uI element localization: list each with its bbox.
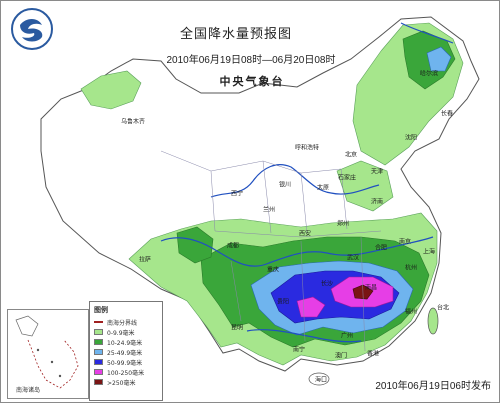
city-label: 成都 — [226, 242, 240, 250]
city-label: 呼和浩特 — [294, 144, 320, 152]
rain-zone-medium-southwest — [176, 226, 214, 264]
legend-swatch — [94, 339, 103, 345]
city-label: 银川 — [278, 181, 292, 189]
city-label: 南宁 — [292, 346, 306, 354]
city-label: 昆明 — [230, 324, 244, 332]
rain-zone-light-northwest — [80, 70, 142, 110]
city-label: 天津 — [370, 168, 384, 176]
city-label: 海口 — [314, 376, 328, 384]
city-label: 武汉 — [346, 254, 360, 262]
legend-row-boundary: 南海分界线 — [94, 317, 162, 327]
legend-row: 50-99.9毫米 — [94, 357, 162, 367]
inset-map — [15, 315, 79, 389]
map-legend: 图例 南海分界线 0-9.9毫米 10-24.9毫米 25-49.9毫米 50-… — [89, 301, 163, 401]
boundary-line-swatch — [94, 321, 103, 323]
city-label: 乌鲁木齐 — [120, 118, 146, 126]
map-title: 全国降水量预报图 — [179, 27, 292, 42]
city-label: 香港 — [366, 350, 380, 358]
city-label: 长春 — [440, 110, 454, 118]
city-label: 重庆 — [266, 266, 280, 274]
legend-label: 0-9.9毫米 — [107, 329, 135, 337]
legend-title: 图例 — [94, 306, 108, 314]
city-label: 郑州 — [336, 220, 350, 228]
river-pearl — [246, 329, 362, 343]
legend-label: 100-250毫米 — [107, 369, 145, 377]
city-label: 广州 — [340, 332, 354, 340]
city-label: 贵阳 — [276, 298, 290, 306]
legend-row: 25-49.9毫米 — [94, 347, 162, 357]
legend-row: 0-9.9毫米 — [94, 327, 162, 337]
city-label: 上海 — [422, 248, 436, 256]
city-label: 西安 — [298, 230, 312, 238]
river-yangtze — [160, 236, 434, 267]
city-label: 济南 — [370, 198, 384, 206]
issue-time: 2010年06月19日06时发布 — [375, 381, 491, 392]
legend-swatch — [94, 359, 103, 365]
legend-label: >250毫米 — [107, 379, 136, 387]
legend-swatch — [94, 329, 103, 335]
city-label: 西宁 — [230, 190, 244, 198]
agency-name: 中央气象台 — [219, 75, 285, 88]
city-label: 澳门 — [334, 352, 348, 360]
legend-label: 10-24.9毫米 — [107, 339, 143, 347]
city-label: 石家庄 — [337, 174, 357, 182]
legend-row: 10-24.9毫米 — [94, 337, 162, 347]
legend-swatch — [94, 349, 103, 355]
rain-zone-25-50-northeast — [426, 46, 452, 72]
city-label: 太原 — [316, 184, 330, 192]
city-label: 台北 — [436, 304, 450, 312]
legend-row: 100-250毫米 — [94, 367, 162, 377]
legend-row: >250毫米 — [94, 377, 162, 387]
city-label: 哈尔滨 — [419, 70, 439, 78]
legend-label: 50-99.9毫米 — [107, 359, 143, 367]
city-label: 拉萨 — [138, 256, 152, 264]
province-boundaries — [160, 150, 382, 352]
cma-logo-icon — [11, 8, 53, 50]
legend-label: 25-49.9毫米 — [107, 349, 143, 357]
river-heilong — [400, 22, 454, 44]
city-label: 兰州 — [262, 206, 276, 214]
city-label: 长沙 — [320, 280, 334, 288]
rain-zone-light-north-china — [336, 160, 394, 212]
forecast-period: 2010年06月19日08时—06月20日08时 — [166, 55, 336, 66]
city-label: 沈阳 — [404, 134, 418, 142]
legend-swatch — [94, 379, 103, 385]
south-china-sea-inset: 南海诸岛 — [7, 309, 89, 399]
legend-swatch — [94, 369, 103, 375]
city-label: 福州 — [404, 308, 418, 316]
river-yellow — [210, 164, 380, 198]
city-label: 南昌 — [364, 284, 378, 292]
hainan-island — [308, 372, 330, 386]
city-label: 合肥 — [374, 244, 388, 252]
city-label: 杭州 — [404, 264, 418, 272]
city-label: 南京 — [398, 238, 412, 246]
taiwan-island — [427, 307, 439, 335]
inset-label: 南海诸岛 — [16, 387, 41, 394]
city-label: 北京 — [344, 151, 358, 159]
legend-label: 南海分界线 — [107, 319, 138, 327]
